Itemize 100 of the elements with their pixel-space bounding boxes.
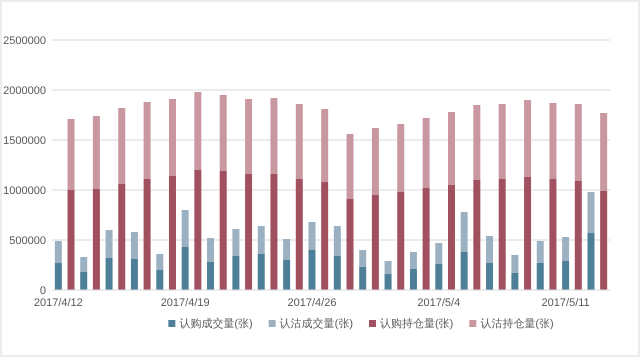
bar <box>194 92 202 170</box>
y-tick-label: 0 <box>40 285 46 297</box>
bar <box>384 274 392 290</box>
bar <box>258 226 265 254</box>
bar <box>156 254 164 270</box>
bar <box>168 176 176 290</box>
y-tick-label: 2500000 <box>3 35 46 47</box>
y-tick-label: 500000 <box>9 235 46 247</box>
bar <box>245 99 252 174</box>
bar <box>232 229 240 256</box>
bar <box>587 233 594 290</box>
bar <box>130 259 138 290</box>
bar <box>182 247 189 290</box>
bar <box>600 191 608 290</box>
y-tick-label: 2000000 <box>3 85 46 97</box>
bar <box>220 95 227 171</box>
bar <box>106 258 113 290</box>
bar <box>524 100 532 177</box>
bar <box>232 256 240 290</box>
bar <box>270 98 278 174</box>
bar <box>168 99 176 176</box>
bar <box>308 222 316 250</box>
bar <box>473 105 480 180</box>
y-tick-label: 1000000 <box>3 185 46 197</box>
bar <box>296 179 303 290</box>
bar <box>448 112 455 185</box>
bar <box>54 263 62 290</box>
bar <box>511 255 518 273</box>
bar <box>549 179 556 290</box>
bar <box>220 171 227 290</box>
x-tick-label: 2017/5/11 <box>542 297 590 309</box>
bar <box>80 257 88 272</box>
bar <box>486 236 494 263</box>
bar <box>207 262 214 290</box>
bar <box>118 184 126 290</box>
bar <box>384 261 392 274</box>
bar <box>460 212 468 252</box>
bar <box>574 181 582 290</box>
bar <box>194 170 202 290</box>
bar <box>498 104 506 179</box>
bar <box>346 199 354 290</box>
bar <box>536 241 544 263</box>
bar <box>68 190 75 290</box>
bar <box>334 226 341 256</box>
bar <box>473 180 480 290</box>
bar <box>448 185 455 290</box>
bar <box>422 188 430 290</box>
bar <box>498 179 506 290</box>
bar <box>106 230 113 258</box>
bar <box>524 177 532 290</box>
bar <box>118 108 126 184</box>
bar <box>359 267 366 290</box>
bar <box>270 174 278 290</box>
bar <box>92 116 100 189</box>
legend-label: 认购持仓量(张) <box>380 317 454 330</box>
legend-label: 认购成交量(张) <box>179 317 253 330</box>
x-tick-label: 2017/4/12 <box>34 297 83 309</box>
bar <box>397 192 404 290</box>
bar <box>587 192 594 233</box>
bar <box>372 195 379 290</box>
bar <box>182 210 189 247</box>
bar <box>296 104 303 179</box>
bar <box>422 118 430 188</box>
bar <box>562 237 570 261</box>
bar <box>511 273 518 290</box>
bar <box>435 264 442 290</box>
bar <box>486 263 494 290</box>
bar <box>410 269 417 290</box>
bar <box>460 252 468 290</box>
bar <box>574 104 582 181</box>
bar <box>283 260 290 290</box>
bar <box>435 243 442 264</box>
bar <box>397 124 404 192</box>
bar <box>68 119 75 190</box>
y-tick-label: 1500000 <box>3 135 46 147</box>
bar <box>359 250 366 267</box>
bar <box>92 189 100 290</box>
bar <box>130 232 138 259</box>
bar <box>54 241 62 263</box>
bar <box>410 252 417 269</box>
bar <box>321 109 328 182</box>
bar <box>536 263 544 290</box>
x-tick-label: 2017/5/4 <box>417 297 460 309</box>
bar <box>334 256 341 290</box>
bar <box>600 113 608 191</box>
bar <box>321 182 328 290</box>
bar <box>346 134 354 199</box>
bar <box>372 128 379 195</box>
x-tick-label: 2017/4/26 <box>288 297 336 309</box>
bar <box>156 270 164 290</box>
bar <box>258 254 265 290</box>
x-tick-label: 2017/4/19 <box>160 297 210 309</box>
legend-label: 认沽持仓量(张) <box>480 317 554 330</box>
bar <box>549 103 556 179</box>
bar <box>562 261 570 290</box>
bar <box>80 272 88 290</box>
bar <box>144 179 151 290</box>
legend-label: 认沽成交量(张) <box>280 317 353 330</box>
bar <box>283 239 290 260</box>
bar <box>144 102 151 179</box>
